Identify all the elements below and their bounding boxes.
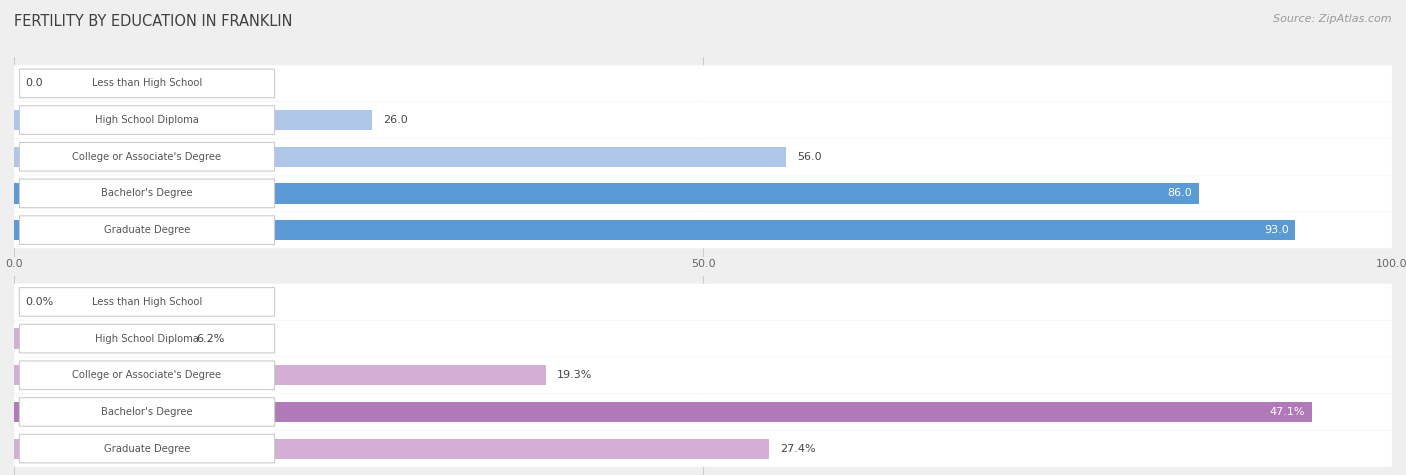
FancyBboxPatch shape <box>14 175 1392 211</box>
Text: Source: ZipAtlas.com: Source: ZipAtlas.com <box>1274 14 1392 24</box>
FancyBboxPatch shape <box>20 142 274 171</box>
Text: Less than High School: Less than High School <box>91 297 202 307</box>
Bar <box>14 365 546 385</box>
FancyBboxPatch shape <box>20 324 274 353</box>
Text: College or Associate's Degree: College or Associate's Degree <box>73 370 222 380</box>
Text: Graduate Degree: Graduate Degree <box>104 444 190 454</box>
FancyBboxPatch shape <box>20 287 274 316</box>
Text: 86.0: 86.0 <box>1167 189 1192 199</box>
FancyBboxPatch shape <box>20 69 274 98</box>
Bar <box>14 402 1312 422</box>
Text: High School Diploma: High School Diploma <box>96 333 200 343</box>
Text: 27.4%: 27.4% <box>780 444 815 454</box>
Text: 56.0: 56.0 <box>797 152 821 162</box>
Bar <box>14 183 1199 203</box>
Bar <box>14 329 186 349</box>
FancyBboxPatch shape <box>14 139 1392 175</box>
FancyBboxPatch shape <box>20 434 274 463</box>
Text: 0.0%: 0.0% <box>25 297 53 307</box>
Text: 93.0: 93.0 <box>1264 225 1289 235</box>
Text: 0.0: 0.0 <box>25 78 42 88</box>
FancyBboxPatch shape <box>14 430 1392 467</box>
Text: College or Associate's Degree: College or Associate's Degree <box>73 152 222 162</box>
FancyBboxPatch shape <box>20 398 274 426</box>
FancyBboxPatch shape <box>14 321 1392 357</box>
Bar <box>14 110 373 130</box>
Bar <box>14 220 1295 240</box>
Text: 19.3%: 19.3% <box>557 370 592 380</box>
Text: Graduate Degree: Graduate Degree <box>104 225 190 235</box>
Text: FERTILITY BY EDUCATION IN FRANKLIN: FERTILITY BY EDUCATION IN FRANKLIN <box>14 14 292 29</box>
FancyBboxPatch shape <box>20 216 274 245</box>
Text: 6.2%: 6.2% <box>195 333 225 343</box>
FancyBboxPatch shape <box>20 361 274 390</box>
Text: 47.1%: 47.1% <box>1270 407 1305 417</box>
Text: Less than High School: Less than High School <box>91 78 202 88</box>
FancyBboxPatch shape <box>14 65 1392 102</box>
FancyBboxPatch shape <box>20 179 274 208</box>
FancyBboxPatch shape <box>14 357 1392 393</box>
Text: 26.0: 26.0 <box>384 115 408 125</box>
FancyBboxPatch shape <box>14 212 1392 248</box>
Text: High School Diploma: High School Diploma <box>96 115 200 125</box>
Bar <box>14 438 769 459</box>
Bar <box>14 147 786 167</box>
FancyBboxPatch shape <box>14 284 1392 320</box>
FancyBboxPatch shape <box>20 106 274 134</box>
Text: Bachelor's Degree: Bachelor's Degree <box>101 189 193 199</box>
FancyBboxPatch shape <box>14 102 1392 138</box>
Text: Bachelor's Degree: Bachelor's Degree <box>101 407 193 417</box>
FancyBboxPatch shape <box>14 394 1392 430</box>
